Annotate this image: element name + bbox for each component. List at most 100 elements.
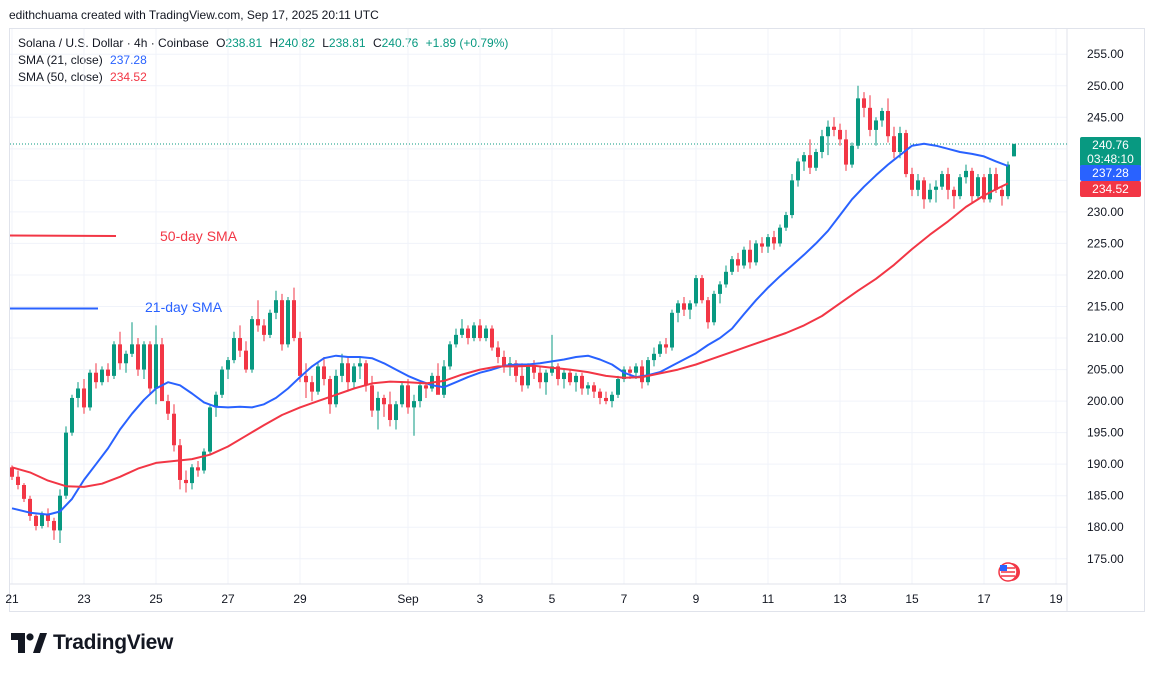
annotation-50day-label: 50-day SMA [160,228,238,244]
candle-body [706,300,710,323]
candle-body [160,344,164,402]
sma21-line [11,142,1009,516]
sma21-value: 237.28 [110,53,147,67]
tradingview-logo[interactable]: TradingView [11,631,173,655]
open-label: O [216,36,226,50]
candle-body [256,319,260,326]
price-tick-label: 220.00 [1087,268,1124,282]
candle-body [916,180,920,190]
candle-body [268,312,272,335]
price-tick-label: 205.00 [1087,363,1124,377]
candle-body [304,375,308,383]
candle-body [874,120,878,130]
candle-body [778,227,782,244]
candle-body [682,303,686,310]
sma50-line [11,182,1009,488]
candle-body [226,360,230,370]
candle-body [724,271,728,285]
candle-body [124,353,128,364]
candle-body [712,293,716,323]
event-flag-canton [1000,565,1007,571]
time-tick-label: 13 [833,592,847,606]
price-tick-label: 180.00 [1087,520,1124,534]
time-tick-label: Sep [397,592,419,606]
candle-body [244,350,248,370]
candle-body [868,107,872,130]
candle-body [280,300,284,345]
candle-body [574,375,578,383]
candle-body [532,366,536,373]
grid-lines [10,29,1067,584]
price-tick-label: 215.00 [1087,300,1124,314]
time-tick-label: 11 [762,592,775,606]
candle-body [514,363,518,376]
candle-body [664,344,668,348]
time-tick-label: 29 [293,592,307,606]
candle-body [898,133,902,152]
price-tick-label: 200.00 [1087,394,1124,408]
candle-body [424,385,428,389]
candle-body [964,170,968,178]
candle-body [676,303,680,313]
candle-body [232,338,236,361]
candle-body [748,249,752,263]
candle-body [652,353,656,361]
candle-body [412,401,416,408]
time-tick-label: 15 [905,592,919,606]
candle-body [808,155,812,168]
candle-body [394,404,398,421]
candle-body [358,363,362,367]
time-tick-label: 7 [621,592,628,606]
legend-ohlc-row[interactable]: Solana / U.S. Dollar · 4h · Coinbase O23… [18,35,508,52]
time-tick-label: 17 [977,592,991,606]
candle-body [22,484,26,499]
sma50-label: SMA (50, close) [18,70,103,84]
price-tick-label: 195.00 [1087,426,1124,440]
price-label-countdown: 03:48:10 [1087,152,1134,166]
candle-body [250,319,254,370]
candle-body [850,145,854,165]
candle-body [844,139,848,165]
candle-body [238,338,242,351]
candle-body [70,397,74,433]
candle-body [538,372,542,383]
candle-body [190,467,194,484]
candle-body [940,174,944,187]
candle-body [904,133,908,175]
candle-body [568,372,572,383]
time-tick-label: 27 [221,592,235,606]
candle-body [784,215,788,228]
annotation-50day-line [9,234,117,237]
price-label-box [1080,181,1141,197]
chart-credit: edithchuama created with TradingView.com… [9,8,379,22]
low-value: 238.81 [328,36,366,50]
economic-event-icon [998,562,1020,582]
candle-body [856,98,860,146]
candle-body [100,369,104,383]
candle-body [400,385,404,405]
candle-body [46,514,50,521]
candle-body [490,328,494,348]
candle-body [340,363,344,376]
candle-body [802,155,806,162]
candle-body [58,495,62,531]
candle-body [82,388,86,408]
candle-body [766,237,770,247]
legend-sma21-row[interactable]: SMA (21, close) 237.28 [18,52,508,69]
candle-body [586,385,590,389]
candle-body [640,366,644,383]
candle-body [634,366,638,373]
candle-body [370,385,374,411]
candle-body [754,243,758,263]
legend-sma50-row[interactable]: SMA (50, close) 234.52 [18,69,508,86]
candle-body [34,515,38,526]
close-value: 240.76 [381,36,419,50]
candle-body [16,476,20,485]
change-value: +1.89 (+0.79%) [425,36,509,50]
price-axis: 175.00 180.00 185.00 190.00 195.00 200.00 205.… [1087,47,1124,566]
candle-body [118,344,122,364]
candle-body [742,249,746,266]
candle-body [796,161,800,181]
candle-body [142,344,146,370]
